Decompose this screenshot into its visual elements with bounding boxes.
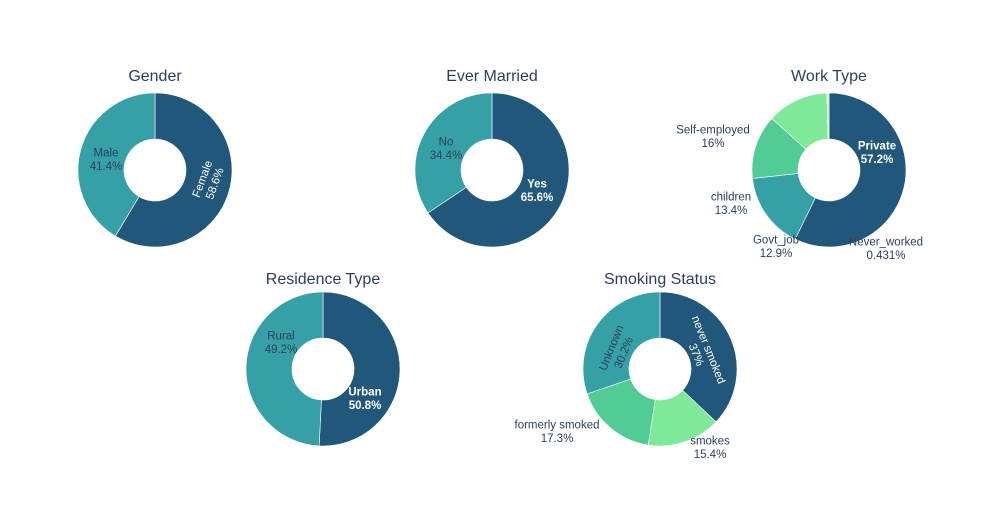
slice-category-label: Rural [267,331,294,343]
slice-category-label: Govt_job [753,235,799,247]
residence-type-slice-rural[interactable] [245,291,324,447]
slice-percent-label: 12.9% [760,248,793,260]
residence-type-label-rural: Rural 49.2% [265,331,298,356]
slice-category-label: No [439,137,454,149]
work-type-slice-never-worked[interactable] [826,92,830,140]
slice-category-label: Yes [527,179,547,191]
slice-percent-label: 50.8% [349,400,382,412]
residence-type-slice-urban[interactable] [318,291,401,447]
slice-percent-label: 0.431% [866,250,905,262]
smoking-status-slice-never-smoked[interactable] [659,291,738,423]
ever-married-slice-no[interactable] [414,92,493,214]
slice-percent-label: 15.4% [694,449,727,461]
ever-married-label-no: No 34.4% [430,137,463,162]
work-type-label-never-worked: Never_worked 0.431% [849,237,923,262]
gender-slice-female[interactable] [114,92,233,248]
smoking-status-label-smokes: smokes 15.4% [690,436,730,461]
slice-percent-label: 16% [701,138,724,150]
slice-category-label: formerly smoked [515,420,600,432]
work-type-slice-private[interactable] [794,92,907,248]
smoking-status-label-formerly-smoked: formerly smoked 17.3% [515,420,600,445]
work-type-label-private: Private 57.2% [858,141,896,166]
residence-type-label-urban: Urban 50.8% [348,387,381,412]
slice-category-label: Never_worked [849,237,923,249]
smoking-status-title: Smoking Status [604,271,716,288]
residence-type-pie-chart: Residence Type Urban 50.8% Rural 49.2% [245,271,401,447]
ever-married-slice-yes[interactable] [427,92,570,248]
slice-percent-label: 13.4% [715,205,748,217]
residence-type-title: Residence Type [266,271,381,288]
work-type-label-children: children 13.4% [711,192,751,217]
work-type-label-self-employed: Self-employed 16% [676,125,750,150]
ever-married-pie-chart: Ever Married Yes 65.6% No 34.4% [414,68,570,248]
slice-category-label: Male [94,148,119,160]
slice-percent-label: 49.2% [265,344,298,356]
ever-married-title: Ever Married [446,68,538,85]
slice-category-label: children [711,192,751,204]
slice-percent-label: 17.3% [541,433,574,445]
slice-percent-label: 41.4% [90,161,123,173]
slice-category-label: smokes [690,436,730,448]
work-type-title: Work Type [791,68,867,85]
slice-percent-label: 34.4% [430,150,463,162]
slice-percent-label: 65.6% [521,192,554,204]
slice-category-label: Urban [348,387,381,399]
gender-slice-male[interactable] [77,92,156,237]
slice-category-label: Self-employed [676,125,750,137]
slice-category-label: Private [858,141,896,153]
slice-percent-label: 57.2% [861,154,894,166]
gender-label-male: Male 41.4% [90,148,123,173]
work-type-pie-chart: Work Type Private 57.2% Self-employed 16% chi… [676,68,923,262]
work-type-label-govt-job: Govt_job 12.9% [753,235,799,260]
gender-title: Gender [128,68,182,85]
smoking-status-slice-unknown[interactable] [582,291,661,395]
ever-married-label-yes: Yes 65.6% [521,179,554,204]
